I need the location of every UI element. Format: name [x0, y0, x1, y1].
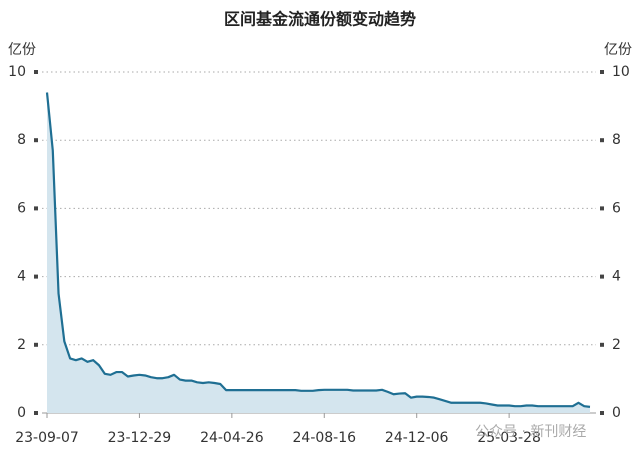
y-tick-label: 8 [17, 132, 26, 148]
area [47, 92, 590, 414]
y2-tick-mark [600, 411, 604, 415]
y2-tick-mark [600, 274, 604, 279]
y-tick-mark [34, 138, 38, 143]
x-tick-label: 24-08-16 [293, 430, 357, 446]
x-tick-label: 23-09-07 [15, 430, 79, 446]
y2-tick-mark [600, 70, 604, 74]
y2-tick-mark [600, 206, 604, 211]
y2-tick-label: 4 [612, 269, 621, 285]
y2-tick-label: 10 [612, 64, 630, 80]
y2-tick-mark [600, 342, 604, 347]
y-tick-label: 10 [8, 64, 26, 80]
y-tick-mark [34, 274, 38, 279]
y-tick-label: 0 [17, 405, 26, 421]
y-tick-label: 4 [17, 269, 26, 285]
chart-title: 区间基金流通份额变动趋势 [224, 10, 416, 29]
y2-tick-label: 2 [612, 337, 621, 353]
y-tick-label: 2 [17, 337, 26, 353]
x-tick-label: 23-12-29 [108, 430, 172, 446]
line [45, 92, 591, 408]
y2-tick-label: 0 [612, 405, 621, 421]
y-tick-mark [34, 411, 38, 415]
y-axis-label: 亿份 [8, 42, 36, 58]
x-tick-label: 24-04-26 [200, 430, 264, 446]
x-tick-label: 25-03-28 [477, 430, 541, 446]
y2-axis-label: 亿份 [604, 42, 632, 58]
y-tick-label: 6 [17, 200, 26, 216]
y-tick-mark [34, 70, 38, 74]
y2-tick-label: 8 [612, 132, 621, 148]
watermark: 公众号 · 新刊财经 [475, 424, 586, 440]
y-tick-mark [34, 206, 38, 211]
x-tick-label: 24-12-06 [385, 430, 449, 446]
y2-tick-mark [600, 138, 604, 143]
y2-tick-label: 6 [612, 200, 621, 216]
y-tick-mark [34, 342, 38, 347]
